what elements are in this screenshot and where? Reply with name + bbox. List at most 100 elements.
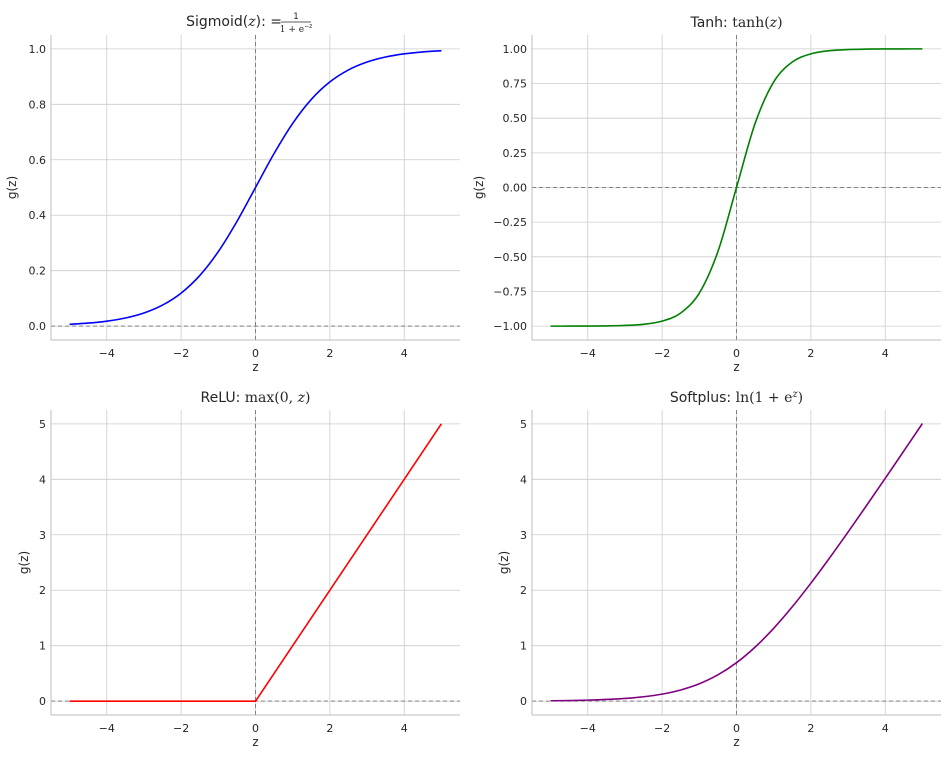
sigmoid-fraction-denominator-base: 1 + e bbox=[280, 25, 304, 35]
softplus-x-tick-label: 4 bbox=[882, 722, 889, 735]
softplus-title-function: ln(1 + e bbox=[736, 390, 793, 406]
softplus-panel: −4 −2 0 2 4 0 1 2 3 4 5 z g(z) Softplus: ln(1 + e… bbox=[497, 389, 941, 749]
tanh-y-tick-label: 0.00 bbox=[503, 182, 528, 195]
sigmoid-y-tick-label: 1.0 bbox=[29, 43, 47, 56]
softplus-x-tick-label: −4 bbox=[580, 722, 596, 735]
softplus-y-tick-label: 3 bbox=[520, 529, 527, 542]
softplus-x-ticks: −4 −2 0 2 4 bbox=[580, 722, 889, 735]
softplus-series bbox=[550, 423, 924, 702]
sigmoid-series bbox=[69, 49, 442, 326]
relu-y-tick-label: 2 bbox=[39, 584, 46, 597]
sigmoid-fraction-denominator: 1 + e−z bbox=[280, 23, 313, 35]
tanh-y-tick-label: 0.25 bbox=[503, 147, 528, 160]
softplus-y-tick-label: 2 bbox=[520, 584, 527, 597]
tanh-y-tick-label: 0.50 bbox=[503, 112, 528, 125]
sigmoid-title-variable: z bbox=[247, 14, 256, 30]
sigmoid-title: Sigmoid(z): = bbox=[186, 14, 282, 30]
sigmoid-x-tick-label: −4 bbox=[99, 347, 115, 360]
relu-y-axis-label: g(z) bbox=[17, 551, 31, 574]
relu-axes-spines bbox=[50, 410, 460, 716]
relu-x-tick-label: 4 bbox=[401, 722, 408, 735]
softplus-x-tick-label: 0 bbox=[733, 722, 740, 735]
tanh-y-tick-label: 0.75 bbox=[503, 78, 528, 91]
tanh-x-axis-label: z bbox=[733, 360, 739, 374]
sigmoid-y-tick-label: 0.0 bbox=[29, 320, 47, 333]
relu-y-tick-label: 1 bbox=[39, 640, 46, 653]
tanh-x-tick-label: 4 bbox=[882, 347, 889, 360]
sigmoid-y-tick-label: 0.6 bbox=[29, 154, 47, 167]
tanh-title-text: Tanh: bbox=[689, 15, 732, 31]
sigmoid-title-fraction: 1 1 + e−z bbox=[280, 12, 313, 35]
sigmoid-title-after: ): bbox=[256, 14, 271, 30]
sigmoid-y-tick-label: 0.2 bbox=[29, 265, 47, 278]
softplus-y-tick-label: 0 bbox=[520, 695, 527, 708]
tanh-axes-spines bbox=[531, 35, 941, 341]
softplus-title-text: Softplus: bbox=[670, 390, 736, 406]
sigmoid-reference-lines bbox=[51, 35, 460, 340]
softplus-title-after: ) bbox=[798, 390, 803, 406]
sigmoid-panel: −4 −2 0 2 4 0.0 0.2 0.4 0.6 0.8 1.0 z g(z) Sigmoi… bbox=[5, 12, 460, 374]
sigmoid-y-ticks: 0.0 0.2 0.4 0.6 0.8 1.0 bbox=[29, 43, 47, 333]
tanh-y-tick-label: −1.00 bbox=[493, 320, 527, 333]
softplus-axes-spines bbox=[531, 410, 941, 716]
relu-y-tick-label: 4 bbox=[39, 473, 46, 486]
relu-title: ReLU: max(0, z) bbox=[201, 390, 311, 406]
tanh-y-tick-label: 1.00 bbox=[503, 43, 528, 56]
tanh-panel: −4 −2 0 2 4 −1.00 −0.75 −0.50 −0.25 0.00 0.25 0.50… bbox=[472, 15, 941, 374]
sigmoid-x-tick-label: −2 bbox=[173, 347, 189, 360]
relu-x-tick-label: 2 bbox=[326, 722, 333, 735]
sigmoid-x-ticks: −4 −2 0 2 4 bbox=[99, 347, 408, 360]
relu-x-tick-label: 0 bbox=[252, 722, 259, 735]
softplus-x-axis-label: z bbox=[733, 735, 739, 749]
relu-title-variable: z bbox=[297, 390, 306, 406]
tanh-x-ticks: −4 −2 0 2 4 bbox=[580, 347, 889, 360]
softplus-title-exponent: z bbox=[791, 389, 798, 400]
sigmoid-x-axis-label: z bbox=[252, 360, 258, 374]
tanh-x-tick-label: 0 bbox=[733, 347, 740, 360]
tanh-y-axis-label: g(z) bbox=[472, 176, 486, 199]
tanh-title-after: ) bbox=[777, 15, 782, 31]
tanh-y-tick-label: −0.50 bbox=[493, 251, 527, 264]
softplus-y-ticks: 0 1 2 3 4 5 bbox=[520, 418, 527, 708]
relu-y-tick-label: 0 bbox=[39, 695, 46, 708]
sigmoid-axes-spines bbox=[50, 35, 460, 341]
sigmoid-x-tick-label: 0 bbox=[252, 347, 259, 360]
sigmoid-fraction-numerator: 1 bbox=[293, 12, 299, 22]
relu-curve bbox=[69, 423, 443, 702]
softplus-title: Softplus: ln(1 + ez) bbox=[670, 389, 803, 407]
relu-panel: −4 −2 0 2 4 0 1 2 3 4 5 z g(z) ReLU: max(0, z) bbox=[17, 390, 460, 749]
tanh-y-tick-label: −0.25 bbox=[493, 216, 527, 229]
softplus-y-tick-label: 5 bbox=[520, 418, 527, 431]
softplus-reference-lines bbox=[532, 410, 941, 715]
relu-y-tick-label: 5 bbox=[39, 418, 46, 431]
sigmoid-y-tick-label: 0.8 bbox=[29, 98, 47, 111]
tanh-title: Tanh: tanh(z) bbox=[689, 15, 782, 31]
sigmoid-title-equals: = bbox=[270, 14, 282, 30]
tanh-title-variable: z bbox=[769, 15, 778, 31]
tanh-series bbox=[550, 48, 923, 327]
tanh-curve bbox=[550, 48, 923, 327]
relu-x-tick-label: −4 bbox=[99, 722, 115, 735]
relu-y-tick-label: 3 bbox=[39, 529, 46, 542]
sigmoid-x-tick-label: 4 bbox=[401, 347, 408, 360]
sigmoid-title-text: Sigmoid( bbox=[186, 14, 248, 30]
softplus-y-tick-label: 1 bbox=[520, 640, 527, 653]
relu-title-after: ) bbox=[305, 390, 310, 406]
tanh-title-function: tanh( bbox=[732, 15, 769, 31]
softplus-y-axis-label: g(z) bbox=[497, 551, 511, 574]
softplus-x-tick-label: 2 bbox=[807, 722, 814, 735]
sigmoid-y-axis-label: g(z) bbox=[5, 176, 19, 199]
relu-title-text: ReLU: bbox=[201, 390, 245, 406]
tanh-x-tick-label: −4 bbox=[580, 347, 596, 360]
tanh-x-tick-label: 2 bbox=[807, 347, 814, 360]
softplus-curve bbox=[550, 423, 924, 702]
tanh-x-tick-label: −2 bbox=[654, 347, 670, 360]
relu-x-axis-label: z bbox=[252, 735, 258, 749]
relu-series bbox=[69, 423, 443, 702]
softplus-y-tick-label: 4 bbox=[520, 473, 527, 486]
sigmoid-y-tick-label: 0.4 bbox=[29, 209, 47, 222]
relu-title-function: max(0, bbox=[245, 390, 298, 406]
tanh-y-tick-label: −0.75 bbox=[493, 285, 527, 298]
